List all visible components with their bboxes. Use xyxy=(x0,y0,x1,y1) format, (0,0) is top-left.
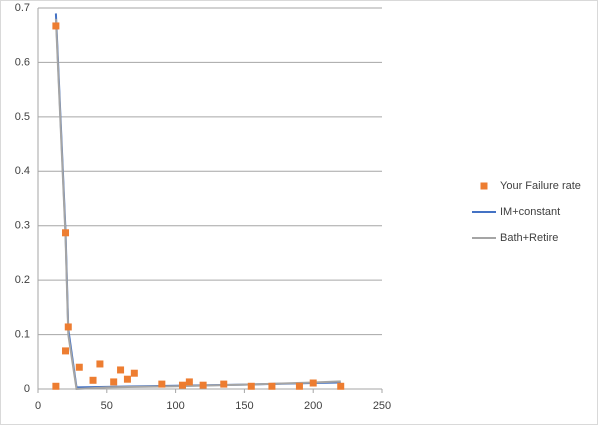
point xyxy=(117,366,125,374)
point xyxy=(62,229,70,237)
x-tick-label: 50 xyxy=(101,400,113,412)
point xyxy=(64,323,72,331)
point xyxy=(220,380,228,388)
point xyxy=(130,369,138,377)
point xyxy=(185,378,193,386)
x-tick-label: 150 xyxy=(235,400,253,412)
point xyxy=(75,363,83,371)
y-tick-label: 0.3 xyxy=(15,220,30,232)
legend-label: Bath+Retire xyxy=(500,232,558,244)
x-tick-label: 0 xyxy=(35,400,41,412)
chart-border xyxy=(0,0,598,425)
point xyxy=(247,382,255,390)
point xyxy=(123,375,131,383)
y-tick-label: 0.4 xyxy=(15,165,30,177)
point xyxy=(309,379,317,387)
y-tick-label: 0 xyxy=(24,383,30,395)
y-tick-label: 0.1 xyxy=(15,328,30,340)
point xyxy=(110,378,118,386)
legend-label: IM+constant xyxy=(500,206,560,218)
point xyxy=(89,376,97,384)
point xyxy=(52,22,60,30)
point xyxy=(158,380,166,388)
line xyxy=(54,18,341,391)
y-tick-label: 0.5 xyxy=(15,111,30,123)
point xyxy=(268,382,276,390)
legend-label: Your Failure rate xyxy=(500,180,581,192)
y-tick-label: 0.7 xyxy=(15,2,30,14)
point xyxy=(337,382,345,390)
point xyxy=(52,382,60,390)
point xyxy=(62,347,70,355)
point xyxy=(178,381,186,389)
legend-marker xyxy=(480,182,488,190)
point xyxy=(199,381,207,389)
y-tick-label: 0.6 xyxy=(15,56,30,68)
x-tick-label: 100 xyxy=(166,400,184,412)
point xyxy=(295,382,303,390)
x-tick-label: 250 xyxy=(373,400,391,412)
y-tick-label: 0.2 xyxy=(15,274,30,286)
x-tick-label: 200 xyxy=(304,400,322,412)
point xyxy=(96,360,104,368)
